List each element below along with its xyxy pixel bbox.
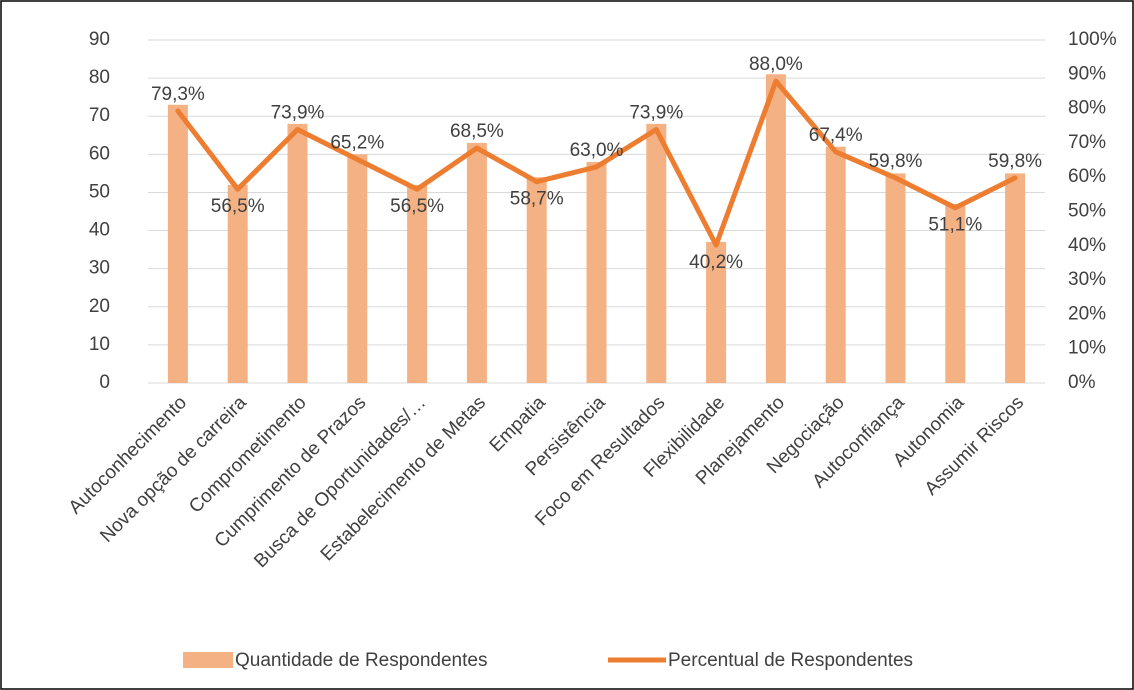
data-label: 65,2%: [330, 132, 384, 153]
bar: [706, 241, 727, 383]
y2-tick-label: 80%: [1068, 98, 1106, 119]
y-tick-label: 40: [89, 220, 110, 241]
y-tick-label: 50: [89, 181, 110, 202]
legend-label: Percentual de Respondentes: [668, 650, 913, 671]
data-label: 67,4%: [809, 125, 863, 146]
y-tick-label: 30: [89, 258, 110, 279]
bar: [347, 154, 368, 383]
y2-tick-label: 20%: [1068, 303, 1106, 324]
data-label: 79,3%: [151, 84, 205, 105]
bar: [1005, 173, 1026, 383]
data-label: 40,2%: [689, 252, 743, 273]
y2-tick-label: 0%: [1068, 372, 1096, 393]
data-label: 88,0%: [749, 54, 803, 75]
bar: [287, 123, 308, 383]
y-tick-label: 90: [89, 29, 110, 50]
y2-tick-label: 60%: [1068, 166, 1106, 187]
bar: [466, 142, 487, 383]
y-tick-label: 60: [89, 143, 110, 164]
bar: [825, 146, 846, 383]
y2-tick-label: 90%: [1068, 63, 1106, 84]
y-tick-label: 10: [89, 334, 110, 355]
data-label: 58,7%: [510, 189, 564, 210]
y2-tick-label: 50%: [1068, 201, 1106, 222]
data-label: 59,8%: [869, 151, 923, 172]
bar: [586, 161, 607, 383]
y2-tick-label: 10%: [1068, 338, 1106, 359]
y2-tick-label: 70%: [1068, 132, 1106, 153]
y-tick-label: 20: [89, 296, 110, 317]
legend-swatch: [183, 652, 233, 668]
legend-label: Quantidade de Respondentes: [235, 650, 487, 671]
data-label: 51,1%: [928, 215, 982, 236]
bar: [885, 173, 906, 383]
data-label: 56,5%: [390, 196, 444, 217]
data-label: 59,8%: [988, 151, 1042, 172]
y2-tick-label: 30%: [1068, 269, 1106, 290]
y-tick-label: 70: [89, 105, 110, 126]
data-label: 73,9%: [271, 103, 325, 124]
y-tick-label: 0: [99, 372, 110, 393]
data-label: 63,0%: [570, 140, 624, 161]
bar: [646, 123, 667, 383]
data-label: 73,9%: [629, 103, 683, 124]
data-label: 68,5%: [450, 121, 504, 142]
bar: [227, 184, 248, 383]
bar: [945, 203, 966, 383]
bar: [167, 104, 188, 384]
bar: [526, 177, 547, 383]
y2-tick-label: 100%: [1068, 29, 1117, 50]
data-label: 56,5%: [211, 196, 265, 217]
bar: [407, 184, 428, 383]
y2-tick-label: 40%: [1068, 235, 1106, 256]
line: [175, 78, 1018, 248]
y-tick-label: 80: [89, 67, 110, 88]
bar: [765, 74, 786, 384]
